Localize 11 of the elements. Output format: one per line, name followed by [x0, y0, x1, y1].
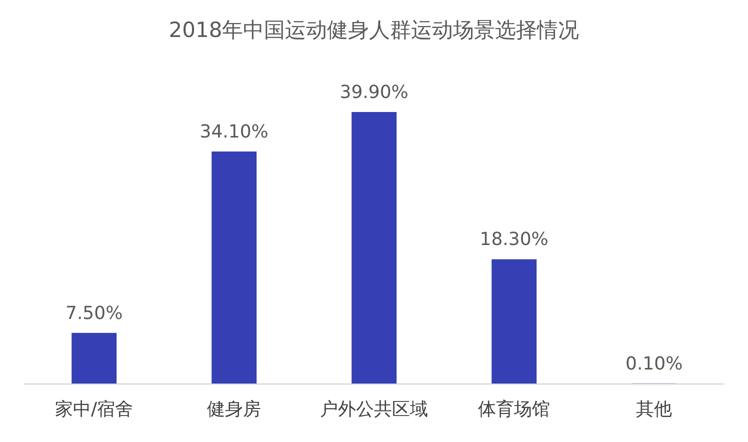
data-label: 34.10% — [200, 122, 268, 143]
x-tick-label: 家中/宿舍 — [54, 398, 134, 420]
data-label: 39.90% — [340, 82, 408, 103]
x-tick-label: 健身房 — [207, 398, 261, 420]
x-tick-label: 其他 — [636, 398, 672, 420]
data-label: 7.50% — [66, 302, 123, 324]
x-tick-label: 户外公共区域 — [320, 398, 428, 420]
data-label: 18.30% — [480, 229, 548, 250]
chart-title: 2018年中国运动健身人群运动场景选择情况 — [168, 17, 580, 44]
x-tick-label: 体育场馆 — [478, 398, 550, 420]
data-label: 0.10% — [626, 353, 683, 374]
